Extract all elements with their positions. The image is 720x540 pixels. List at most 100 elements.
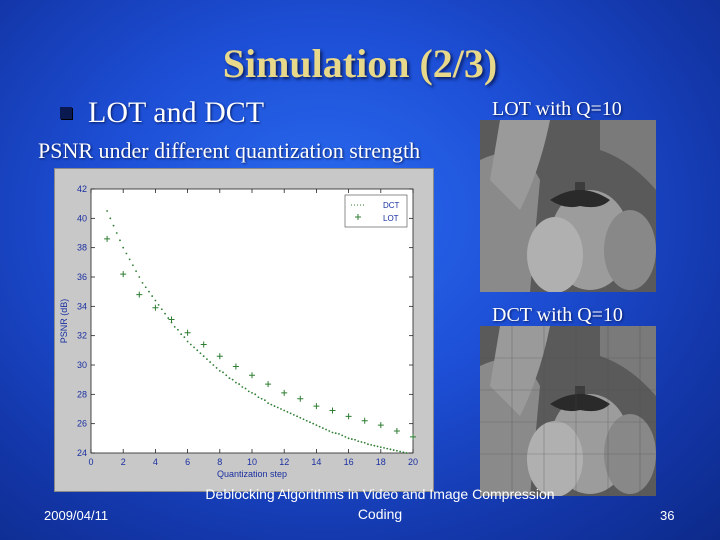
- dct-point: [112, 224, 115, 227]
- dct-point: [296, 415, 298, 418]
- dct-point: [199, 352, 202, 355]
- dct-point: [212, 364, 215, 366]
- dct-point: [206, 358, 208, 361]
- dct-point: [154, 299, 157, 302]
- dct-image-caption: DCT with Q=10: [492, 304, 623, 326]
- dct-point: [309, 421, 311, 424]
- dct-point: [321, 427, 324, 429]
- legend-lot-marker: [355, 214, 361, 220]
- y-tick-label: 38: [77, 243, 87, 253]
- dct-point: [222, 371, 224, 374]
- y-tick-label: 32: [77, 331, 87, 341]
- lot-point: [104, 235, 111, 242]
- dct-point: [260, 397, 263, 400]
- x-tick-label: 20: [408, 457, 418, 467]
- dct-point: [135, 270, 137, 273]
- x-tick-label: 8: [217, 457, 222, 467]
- dct-point: [283, 409, 286, 412]
- y-tick-label: 34: [77, 301, 87, 311]
- lot-image-caption: LOT with Q=10: [492, 98, 622, 120]
- dct-point: [276, 406, 279, 409]
- dct-point: [235, 381, 237, 384]
- dct-point: [338, 433, 340, 435]
- dct-point: [357, 440, 360, 443]
- dct-point: [325, 428, 327, 431]
- dct-point: [215, 367, 218, 369]
- dct-point: [183, 336, 186, 339]
- chart-subheading: PSNR under different quantization streng…: [38, 138, 421, 163]
- lot-point: [249, 372, 255, 379]
- lot-point: [393, 428, 400, 434]
- dct-point: [247, 390, 250, 393]
- dct-point: [389, 448, 392, 451]
- lot-point: [136, 291, 143, 298]
- lot-point: [297, 395, 304, 402]
- dct-point: [373, 444, 376, 447]
- dct-point: [173, 325, 176, 328]
- dct-point: [376, 445, 379, 448]
- dct-point: [334, 432, 337, 435]
- y-tick-label: 30: [77, 360, 87, 370]
- legend-box: [344, 194, 408, 228]
- dct-point: [344, 435, 347, 438]
- lot-point: [216, 353, 223, 360]
- dct-point: [202, 355, 205, 358]
- x-axis-label: Quantization step: [217, 469, 287, 479]
- lot-point: [168, 316, 175, 323]
- dct-point: [180, 333, 183, 336]
- bullet-item: LOT and DCT: [60, 96, 264, 130]
- page-number: 36: [660, 508, 675, 523]
- dct-point: [228, 377, 231, 380]
- y-tick-label: 36: [77, 272, 87, 282]
- lot-point: [232, 363, 239, 370]
- y-axis-label: PSNR (dB): [59, 299, 69, 344]
- slide-title: Simulation (2/3): [222, 41, 498, 86]
- dct-point: [350, 438, 353, 440]
- lot-point: [313, 403, 320, 410]
- x-tick-label: 18: [376, 457, 386, 467]
- dct-point: [131, 264, 134, 267]
- y-tick-label: 40: [77, 213, 87, 223]
- dct-point: [392, 449, 395, 451]
- dct-point: [363, 441, 366, 444]
- x-tick-label: 14: [311, 457, 321, 467]
- psnr-chart-panel: 0 2 4 6 8 10 12 14 16 18 20 24 26 28 30 32 34 36 38 40 42 Qua…: [54, 168, 434, 492]
- x-tick-label: 6: [185, 457, 190, 467]
- dct-point: [399, 450, 402, 453]
- dct-point: [209, 361, 212, 363]
- dct-point: [383, 446, 385, 449]
- dct-pepper-image: [480, 326, 656, 496]
- y-tick-label: 42: [77, 184, 87, 194]
- dct-point: [231, 378, 234, 381]
- footer-title-line2: Coding: [357, 506, 403, 522]
- dct-point: [354, 438, 356, 441]
- dct-point: [119, 239, 121, 242]
- dct-point: [109, 217, 112, 220]
- lot-point: [361, 417, 368, 424]
- dct-point: [167, 317, 170, 319]
- dct-point: [148, 290, 150, 293]
- lot-point: [200, 341, 207, 348]
- dct-point: [331, 431, 334, 434]
- dct-point: [280, 408, 282, 410]
- dct-point: [125, 252, 128, 255]
- dct-point: [164, 312, 166, 315]
- dct-point: [257, 396, 260, 399]
- x-tick-label: 0: [88, 457, 93, 467]
- x-tick-label: 16: [344, 457, 354, 467]
- dct-point: [144, 286, 147, 289]
- lot-point: [345, 413, 352, 420]
- x-tick-label: 12: [279, 457, 289, 467]
- plot-area: [90, 188, 414, 454]
- x-tick-label: 10: [247, 457, 257, 467]
- legend-lot-label: LOT: [383, 214, 399, 223]
- dct-point: [238, 383, 241, 385]
- psnr-chart: 0 2 4 6 8 10 12 14 16 18 2024262830323436384042Qua…: [59, 184, 418, 479]
- dct-point: [196, 349, 199, 352]
- dct-point: [270, 403, 273, 406]
- dct-point: [160, 308, 163, 311]
- dct-point: [225, 374, 228, 377]
- lot-point: [265, 381, 272, 388]
- dct-point: [218, 369, 221, 372]
- dct-point: [405, 452, 408, 454]
